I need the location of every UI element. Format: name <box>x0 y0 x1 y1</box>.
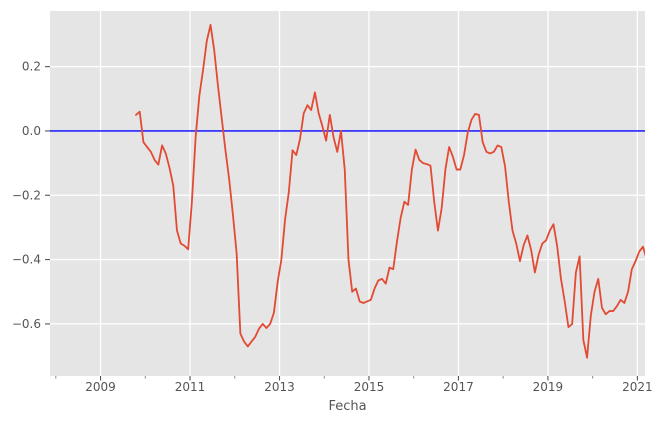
tick-labels: 2009 2011 2013 2015 2017 2019 2021 0.2 0.0 −0.2 −0… <box>12 60 653 394</box>
y-tick-label: 0.0 <box>22 124 41 138</box>
x-tick-label: 2011 <box>175 380 206 394</box>
x-tick-label: 2015 <box>354 380 385 394</box>
plot-area <box>50 11 645 376</box>
y-tick-label: −0.6 <box>12 317 41 331</box>
data-line <box>135 23 645 359</box>
x-tick-label: 2019 <box>533 380 564 394</box>
y-tick-label: 0.2 <box>22 60 41 74</box>
x-axis-title: Fecha <box>328 399 366 414</box>
x-tick-label: 2009 <box>85 380 116 394</box>
y-tick-label: −0.4 <box>12 253 41 267</box>
axis-ticks <box>45 66 638 381</box>
series-line <box>135 23 645 359</box>
x-tick-label: 2013 <box>264 380 295 394</box>
y-tick-label: −0.2 <box>12 188 41 202</box>
x-tick-label: 2021 <box>622 380 653 394</box>
x-tick-label: 2017 <box>443 380 474 394</box>
